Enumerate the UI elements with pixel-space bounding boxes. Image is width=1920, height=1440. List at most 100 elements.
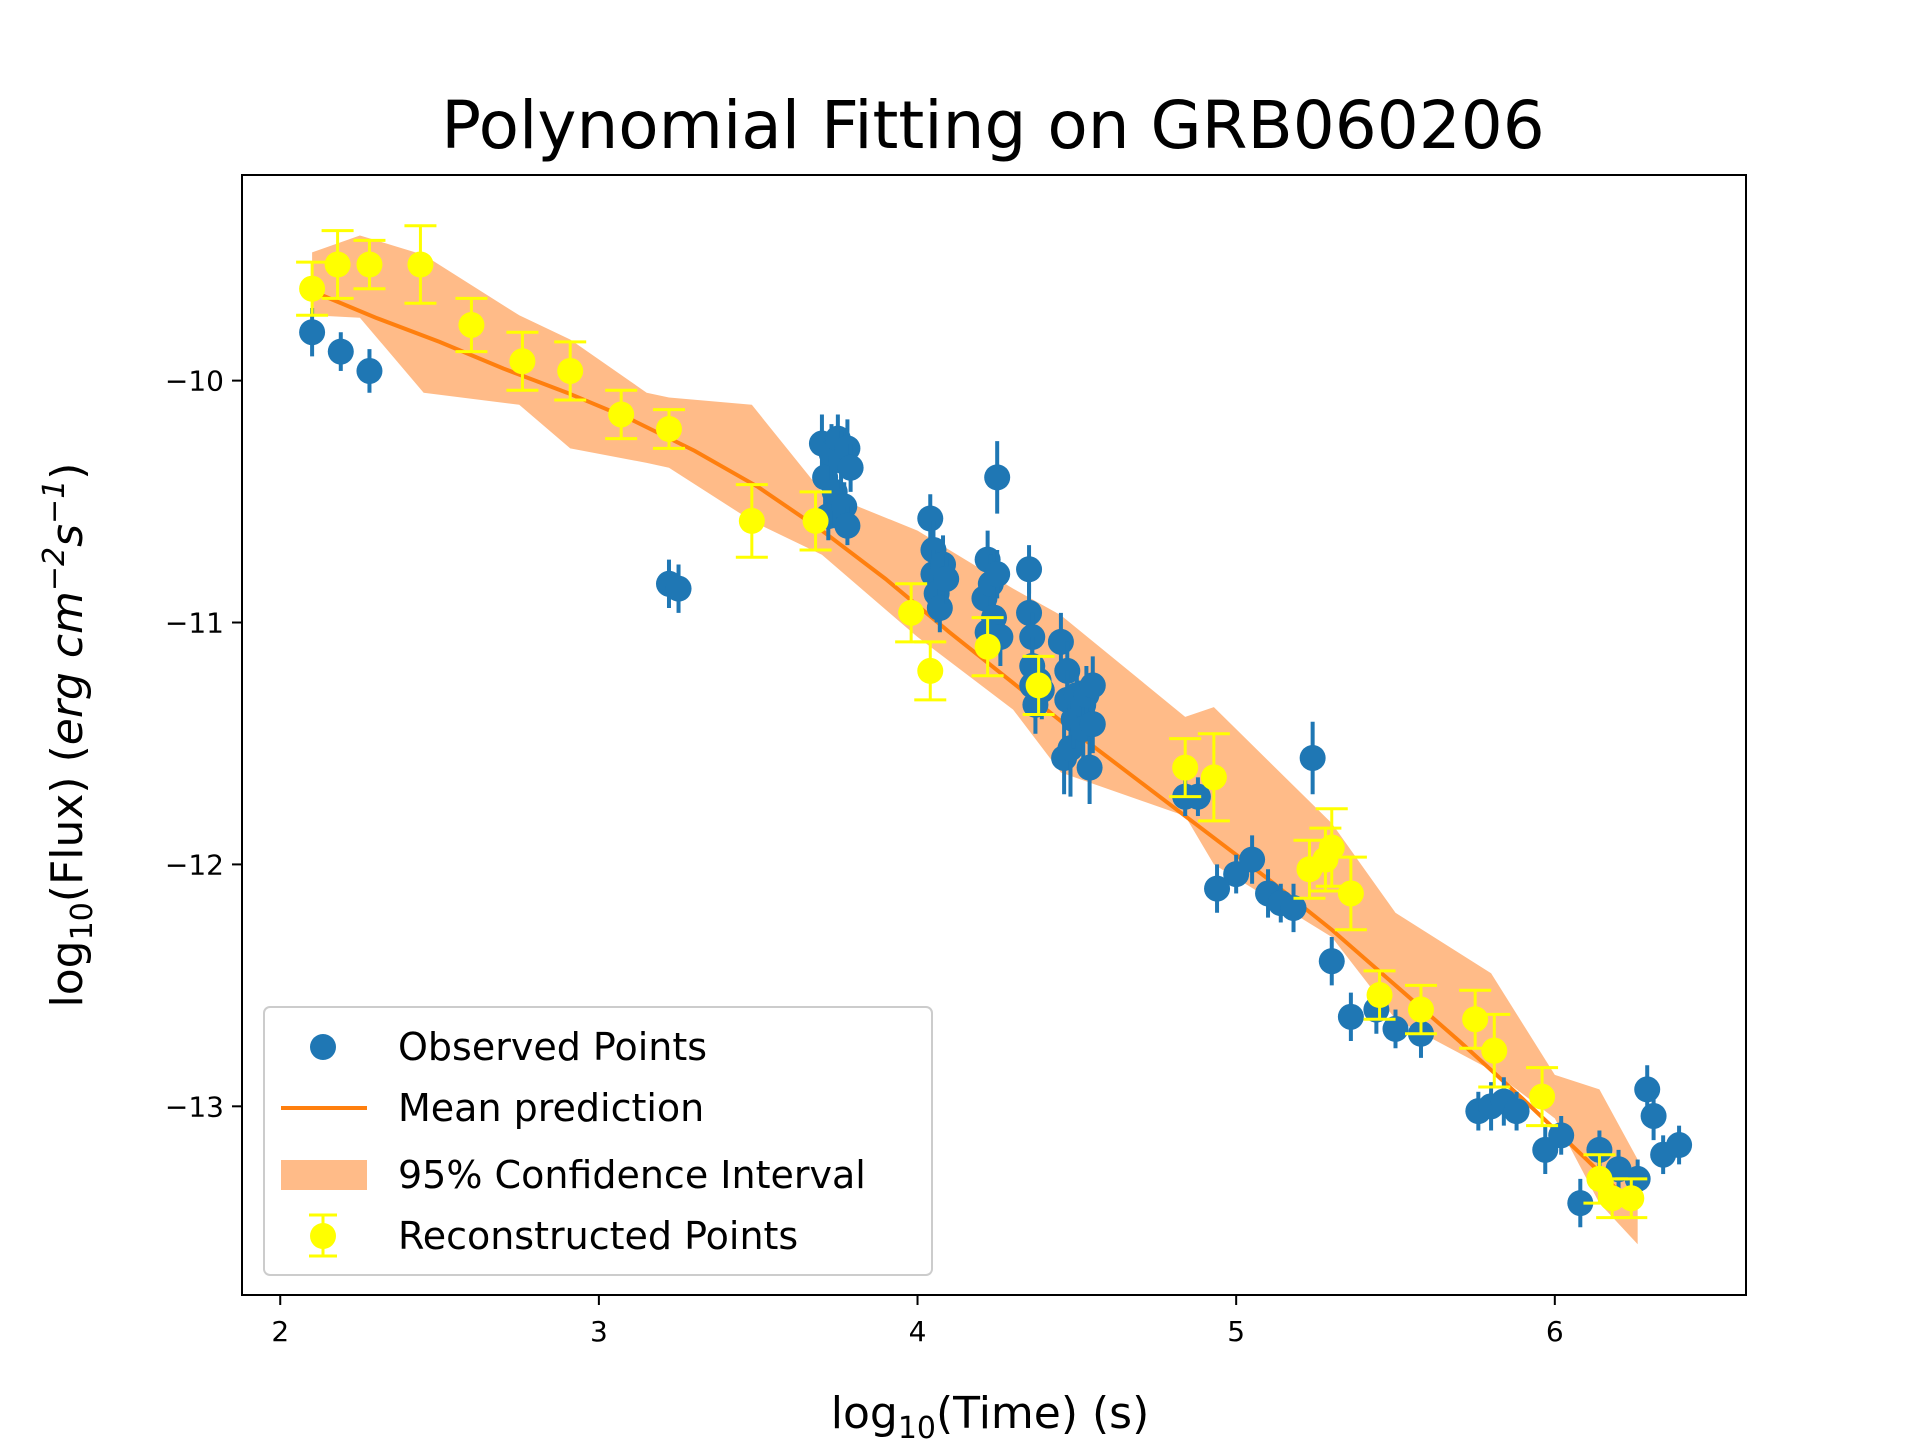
reconstructed-point-25 bbox=[1526, 1066, 1559, 1128]
legend-marker-ci bbox=[281, 1160, 367, 1190]
legend-marker-observed bbox=[310, 1034, 336, 1060]
observed-point-55 bbox=[1204, 864, 1231, 913]
observed-point-marker bbox=[1016, 556, 1043, 583]
observed-point-marker bbox=[1382, 1015, 1409, 1042]
x-axis-title: log10(Time) (s) bbox=[831, 1388, 1150, 1440]
reconstructed-point-marker bbox=[802, 507, 829, 534]
observed-point-marker bbox=[1666, 1132, 1693, 1159]
reconstructed-point-0 bbox=[296, 260, 329, 317]
reconstructed-point-12 bbox=[914, 640, 947, 702]
observed-point-marker bbox=[299, 319, 326, 346]
observed-point-28 bbox=[984, 549, 1011, 599]
reconstructed-point-marker bbox=[1172, 754, 1199, 781]
x-tick-label: 6 bbox=[1546, 1315, 1564, 1348]
observed-point-marker bbox=[1634, 1076, 1661, 1103]
observed-point-marker bbox=[1548, 1122, 1575, 1149]
observed-point-65 bbox=[1382, 1009, 1409, 1049]
observed-point-marker bbox=[1204, 875, 1231, 902]
observed-point-73 bbox=[1567, 1178, 1594, 1228]
reconstructed-point-22 bbox=[1404, 983, 1437, 1036]
reconstructed-point-marker bbox=[974, 633, 1001, 660]
reconstructed-point-3 bbox=[404, 224, 437, 305]
reconstructed-point-marker bbox=[324, 251, 351, 278]
observed-point-marker bbox=[665, 575, 692, 602]
observed-point-60 bbox=[1280, 883, 1307, 933]
legend-frame bbox=[263, 1006, 933, 1276]
reconstructed-point-marker bbox=[1599, 1185, 1626, 1212]
y-axis-title-exponent-1: −2 bbox=[37, 547, 72, 591]
observed-point-4 bbox=[665, 564, 692, 613]
reconstructed-point-marker bbox=[509, 348, 536, 375]
observed-point-marker bbox=[834, 512, 861, 539]
x-axis: 2 3 4 5 6 bbox=[271, 1295, 1564, 1348]
legend-label-mean: Mean prediction bbox=[398, 1086, 704, 1130]
y-axis-title-unit-1: erg cm bbox=[42, 591, 93, 745]
observed-point-63 bbox=[1337, 992, 1364, 1042]
reconstructed-point-marker bbox=[1025, 672, 1052, 699]
reconstructed-point-14 bbox=[1022, 654, 1055, 716]
observed-point-marker bbox=[1079, 711, 1106, 738]
observed-point-marker bbox=[1567, 1190, 1594, 1217]
reconstructed-point-marker bbox=[1481, 1037, 1508, 1064]
observed-point-marker bbox=[356, 357, 383, 384]
observed-point-marker bbox=[933, 565, 960, 592]
confidence-band-layer bbox=[312, 235, 1638, 1245]
legend-marker-reconstructed bbox=[309, 1213, 337, 1258]
x-tick-label: 3 bbox=[590, 1315, 608, 1348]
y-tick-label: −12 bbox=[165, 848, 224, 881]
reconstructed-point-marker bbox=[655, 415, 682, 442]
observed-point-1 bbox=[327, 332, 354, 371]
reconstructed-point-20 bbox=[1334, 855, 1367, 932]
legend-label-ci: 95% Confidence Interval bbox=[398, 1153, 866, 1197]
reconstructed-point-marker bbox=[407, 251, 434, 278]
legend-label-reconstructed: Reconstructed Points bbox=[398, 1214, 798, 1258]
observed-point-22 bbox=[933, 554, 960, 604]
observed-point-marker bbox=[1076, 754, 1103, 781]
reconstructed-point-marker bbox=[299, 275, 326, 302]
observed-point-marker bbox=[1079, 672, 1106, 699]
x-axis-title-main: log bbox=[831, 1388, 898, 1439]
observed-point-marker bbox=[837, 454, 864, 481]
observed-point-2 bbox=[356, 349, 383, 393]
reconstructed-point-marker bbox=[458, 311, 485, 338]
observed-point-marker bbox=[1016, 599, 1043, 626]
observed-point-marker bbox=[1047, 628, 1074, 655]
reconstructed-point-marker bbox=[1337, 880, 1364, 907]
observed-point-52 bbox=[1079, 656, 1106, 715]
y-tick-label: −13 bbox=[165, 1090, 224, 1123]
chart-title: Polynomial Fitting on GRB060206 bbox=[441, 87, 1545, 164]
observed-point-75 bbox=[1605, 1149, 1632, 1189]
reconstructed-point-marker bbox=[608, 401, 635, 428]
observed-point-62 bbox=[1318, 936, 1345, 986]
x-tick-label: 4 bbox=[909, 1315, 927, 1348]
plot-area bbox=[241, 174, 1747, 1296]
reconstructed-point-13 bbox=[971, 616, 1004, 678]
observed-point-14 bbox=[837, 443, 864, 492]
observed-point-marker bbox=[834, 435, 861, 462]
reconstructed-point-marker bbox=[738, 507, 765, 534]
observed-point-marker bbox=[1299, 744, 1326, 771]
reconstructed-point-marker bbox=[898, 599, 925, 626]
x-axis-title-subscript: 10 bbox=[898, 1411, 936, 1440]
observed-point-marker bbox=[984, 464, 1011, 491]
reconstructed-point-5 bbox=[506, 330, 539, 392]
y-axis-title-close: ) bbox=[42, 463, 93, 480]
x-tick-label: 2 bbox=[271, 1315, 289, 1348]
y-axis-title-main: log bbox=[42, 940, 93, 1007]
reconstructed-point-marker bbox=[917, 657, 944, 684]
reconstructed-point-15 bbox=[1169, 737, 1202, 799]
reconstructed-point-10 bbox=[799, 490, 832, 552]
legend-label-observed: Observed Points bbox=[398, 1025, 707, 1069]
observed-point-80 bbox=[1666, 1125, 1693, 1165]
reconstructed-point-marker bbox=[1618, 1185, 1645, 1212]
observed-point-marker bbox=[1605, 1156, 1632, 1183]
observed-point-marker bbox=[1337, 1003, 1364, 1030]
reconstructed-point-marker bbox=[1407, 996, 1434, 1023]
observed-point-marker bbox=[1640, 1102, 1667, 1129]
reconstructed-point-marker bbox=[1200, 764, 1227, 791]
reconstructed-point-marker bbox=[557, 357, 584, 384]
confidence-band bbox=[312, 235, 1638, 1245]
reconstructed-point-7 bbox=[605, 388, 638, 441]
observed-point-marker bbox=[1057, 735, 1084, 762]
observed-point-57 bbox=[1239, 835, 1266, 884]
